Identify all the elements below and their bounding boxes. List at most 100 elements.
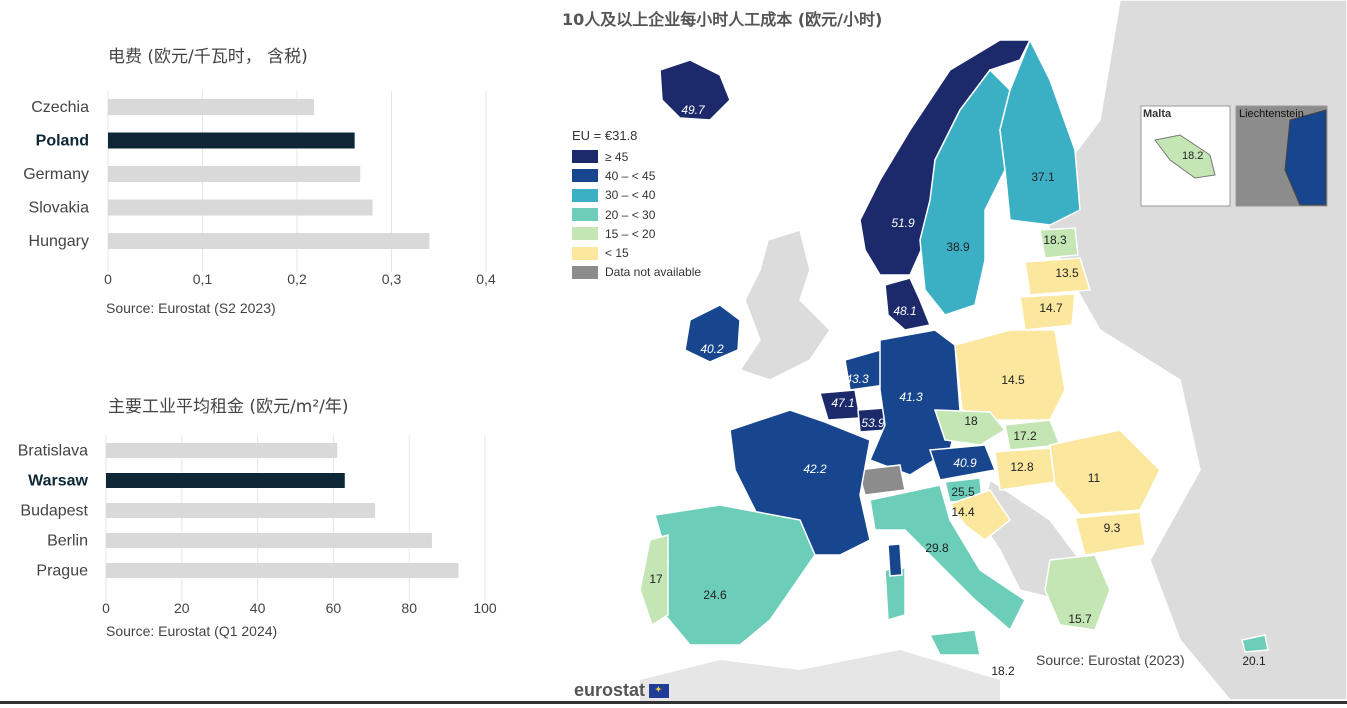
- rent-category-label: Prague: [36, 563, 88, 580]
- country-greece: [1044, 554, 1111, 631]
- map-value-portugal: 17: [649, 572, 663, 586]
- electricity-bar: [108, 166, 361, 182]
- map-value-latvia: 13.5: [1055, 266, 1079, 280]
- malta-inset-shape: [1154, 134, 1216, 179]
- legend-swatch: [572, 246, 598, 260]
- map-value-hungary: 12.8: [1010, 460, 1034, 474]
- electricity-tick-label: 0,2: [287, 271, 307, 287]
- malta-inset-label: Malta: [1143, 108, 1172, 120]
- rent-bar: [106, 473, 345, 488]
- electricity-bar: [108, 132, 355, 149]
- legend-label: Data not available: [605, 265, 702, 280]
- legend-label: 30 – < 40: [605, 188, 656, 203]
- country-sweden: [919, 68, 1011, 316]
- electricity-bar: [108, 199, 373, 216]
- rent-category-label: Warsaw: [28, 473, 88, 490]
- rent-category-label: Budapest: [20, 503, 88, 520]
- legend-label: ≥ 45: [605, 149, 629, 164]
- country-bulgaria: [1074, 511, 1146, 556]
- rent-tick-label: 100: [473, 600, 497, 616]
- map-value-estonia: 18.3: [1043, 233, 1067, 247]
- country-portugal: [639, 534, 669, 627]
- rent-tick-label: 60: [326, 600, 342, 616]
- malta-inset-value: 18.2: [1182, 150, 1204, 162]
- electricity-source: Source: Eurostat (S2 2023): [106, 300, 276, 316]
- legend-item: Data not available: [572, 263, 701, 282]
- map-title: 10人及以上企业每小时人工成本 (欧元/小时): [562, 10, 883, 29]
- map-value-bulgaria: 9.3: [1103, 521, 1121, 535]
- map-source: Source: Eurostat (2023): [1036, 652, 1185, 668]
- rent-tick-label: 40: [250, 600, 266, 616]
- country-finland: [999, 38, 1081, 226]
- map-value-norway: 51.9: [891, 216, 915, 230]
- legend-swatch: [572, 188, 598, 202]
- map-value-ireland: 40.2: [700, 342, 724, 356]
- electricity-category-label: Poland: [36, 133, 89, 150]
- legend-swatch: [572, 169, 598, 183]
- country-spain: [654, 504, 816, 646]
- legend-swatch: [572, 227, 598, 241]
- eu-flag-icon: [649, 683, 670, 698]
- country-switzerland: [857, 464, 906, 496]
- legend-label: 20 – < 30: [605, 207, 656, 222]
- labour-cost-map: 49.7 51.9 38.9 37.1 48.1 40.2 43.3 47.1 53.9 41.3…: [556, 0, 1347, 704]
- country-latvia: [1024, 257, 1091, 296]
- country-germany: [869, 329, 961, 476]
- map-value-austria: 40.9: [953, 456, 977, 470]
- map-value-italy: 29.8: [925, 541, 949, 555]
- rent-tick-label: 20: [174, 600, 190, 616]
- country-cyprus: [1241, 634, 1269, 653]
- legend-item: 20 – < 30: [572, 205, 701, 224]
- eurostat-logo-text: eurostat: [574, 680, 646, 700]
- legend-label: 40 – < 45: [605, 168, 656, 183]
- legend-item: < 15: [572, 243, 701, 262]
- country-sicily: [928, 629, 981, 656]
- map-value-slovakia: 17.2: [1013, 429, 1037, 443]
- legend-swatch: [572, 150, 598, 164]
- eurostat-logo: eurostat: [574, 680, 670, 701]
- rent-tick-label: 80: [401, 600, 417, 616]
- map-value-greece: 15.7: [1068, 612, 1092, 626]
- electricity-tick-label: 0,1: [193, 271, 213, 287]
- map-value-poland: 14.5: [1001, 373, 1025, 387]
- country-lithuania: [1019, 293, 1076, 331]
- map-land-africa: [640, 650, 1000, 704]
- electricity-category-label: Slovakia: [29, 200, 90, 217]
- rent-source: Source: Eurostat (Q1 2024): [106, 623, 278, 639]
- map-value-romania: 11: [1087, 471, 1101, 485]
- rent-chart: 0 20 40 60 80 100 Bratislava Warsaw Budapest Berl…: [18, 435, 497, 616]
- legend-header: EU = €31.8: [572, 128, 638, 143]
- liechtenstein-inset-shape: [1284, 109, 1327, 206]
- map-land-uk: [738, 229, 831, 381]
- rent-tick-label: 0: [102, 600, 110, 616]
- legend-swatch: [572, 265, 598, 279]
- map-value-lithuania: 14.7: [1039, 301, 1063, 315]
- country-estonia: [1039, 227, 1079, 259]
- europe-map: [639, 0, 1347, 704]
- country-corsica: [887, 543, 903, 577]
- country-romania: [1049, 429, 1161, 516]
- map-value-czechia: 18: [964, 414, 978, 428]
- map-value-spain: 24.6: [703, 588, 727, 602]
- legend-item: 30 – < 40: [572, 186, 701, 205]
- bottom-divider: [0, 701, 1347, 704]
- electricity-chart: 0 0,1 0,2 0,3 0,4 Czechia Poland Germany Slovaki…: [23, 91, 496, 287]
- liechtenstein-inset-label: Liechtenstein: [1239, 108, 1304, 120]
- map-value-germany: 41.3: [899, 390, 923, 404]
- electricity-category-label: Czechia: [31, 99, 89, 116]
- map-value-france: 42.2: [803, 462, 827, 476]
- map-value-iceland: 49.7: [681, 103, 705, 117]
- rent-category-label: Bratislava: [18, 443, 88, 460]
- legend-label: 15 – < 20: [605, 226, 656, 241]
- electricity-tick-label: 0,3: [382, 271, 402, 287]
- map-value-slovenia: 25.5: [951, 485, 975, 499]
- country-czechia: [933, 409, 1007, 446]
- map-value-denmark: 48.1: [893, 304, 917, 318]
- legend-swatch: [572, 208, 598, 222]
- country-iceland: [659, 59, 731, 121]
- electricity-category-label: Germany: [23, 166, 89, 183]
- map-legend: EU = €31.8 ≥ 45 40 – < 45 30 – < 40 20 – < …: [572, 128, 701, 282]
- country-croatia: [948, 489, 1012, 541]
- country-denmark: [884, 277, 932, 331]
- rent-bar: [106, 563, 459, 578]
